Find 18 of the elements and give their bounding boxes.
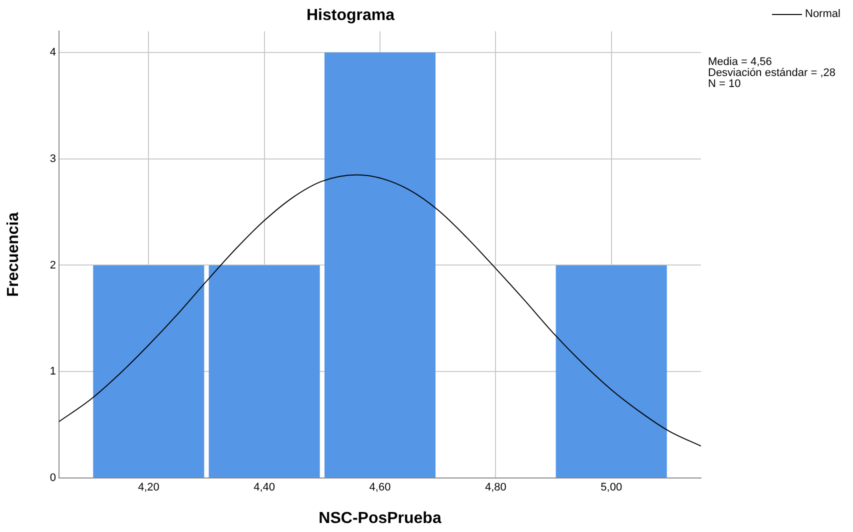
text: Desviación estándar = ,28 [708,67,836,79]
x-tick-label: 4,40 [254,482,276,494]
y-tick-label: 1 [50,366,56,378]
y-tick-label: 0 [50,472,56,484]
line-series [59,174,701,447]
chart-title: Histograma [306,7,395,24]
y-axis-title: Frecuencia [5,212,22,297]
x-tick-label: 4,60 [369,482,391,494]
text: N = 10 [708,78,742,90]
y-tick-label: 3 [50,152,56,165]
x-tick-label: 4,80 [484,482,506,494]
y-tick-label: 2 [50,259,56,272]
y-tick-label: 4 [50,46,56,59]
legend-label: Normal [805,8,840,20]
text: Media = 4,56 [708,56,772,68]
x-tick-label: 5,00 [600,482,622,494]
x-tick-label: 4,20 [138,482,160,494]
x-axis-title: NSC-PosPrueba [318,510,442,527]
